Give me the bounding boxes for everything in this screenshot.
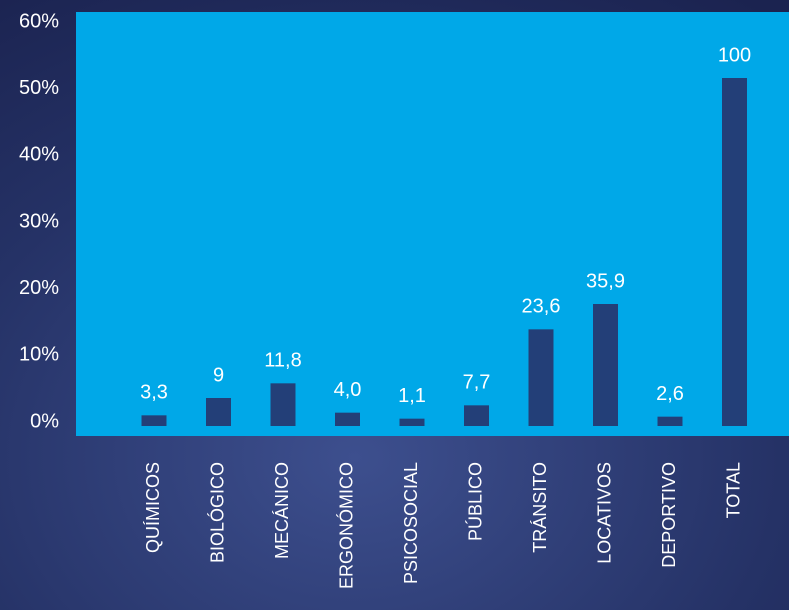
x-tick-label: BIOLÓGICO [206, 462, 227, 563]
bar [206, 398, 231, 426]
bar [335, 412, 360, 426]
plot-panel [76, 12, 789, 436]
data-label: 100 [718, 44, 751, 66]
x-tick-label: MECÁNICO [272, 462, 292, 559]
data-label: 9 [213, 364, 224, 386]
x-tick-label: DEPORTIVO [659, 462, 679, 568]
bar [399, 418, 425, 426]
bar [593, 304, 618, 426]
data-label: 4,0 [334, 379, 362, 401]
data-label: 11,8 [264, 350, 301, 372]
x-tick-label: TRÁNSITO [530, 462, 550, 553]
y-tick-label: 60% [19, 10, 59, 32]
x-tick-label: PSICOSOCIAL [401, 462, 421, 584]
bar [464, 405, 489, 426]
data-label: 3,3 [140, 382, 168, 404]
y-tick-label: 40% [19, 144, 59, 166]
x-tick-label: TOTAL [723, 462, 743, 518]
y-tick-label: 0% [30, 410, 59, 432]
bar [141, 415, 167, 426]
x-tick-label: QUÍMICOS [143, 462, 163, 553]
x-tick-label: LOCATIVOS [594, 462, 614, 564]
data-label: 23,6 [522, 296, 561, 318]
data-label: 1,1 [398, 385, 426, 407]
y-tick-label: 50% [19, 77, 59, 99]
data-label: 35,9 [586, 270, 625, 292]
data-label: 7,7 [463, 372, 491, 394]
y-tick-label: 20% [19, 277, 59, 299]
y-tick-label: 10% [19, 344, 59, 366]
bar [657, 416, 683, 426]
x-tick-label: ERGONÓMICO [335, 462, 356, 589]
bar [722, 78, 747, 426]
bar [270, 383, 296, 426]
data-label: 2,6 [656, 383, 684, 405]
bar [528, 329, 554, 426]
y-tick-label: 30% [19, 210, 59, 232]
x-tick-label: PÚBLICO [464, 462, 485, 541]
